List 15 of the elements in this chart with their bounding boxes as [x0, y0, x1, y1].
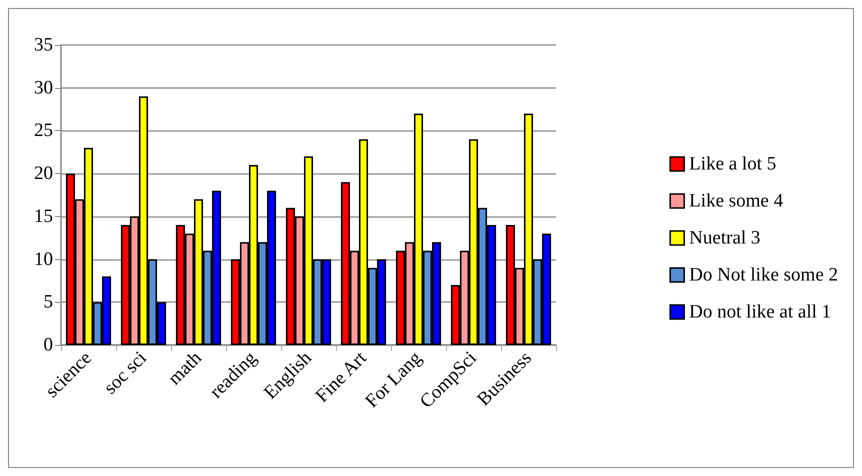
y-tick-label: 20: [34, 163, 53, 184]
legend-label: Do Not like some 2: [689, 264, 838, 286]
y-tick-label: 10: [34, 248, 53, 270]
y-tick-label: 30: [34, 77, 53, 98]
legend-label: Do not like at all 1: [689, 302, 832, 322]
x-tick-label: math: [164, 347, 206, 390]
y-tick-label: 35: [34, 34, 53, 56]
x-tick-label: soc sci: [100, 348, 151, 399]
y-tick-label: 25: [34, 120, 53, 142]
y-tick-label: 15: [34, 206, 53, 227]
legend-label: Like some 4: [689, 190, 784, 212]
legend-label: Nuetral 3: [689, 228, 760, 248]
y-tick-label: 0: [44, 334, 53, 356]
legend-label: Like a lot 5: [689, 154, 776, 174]
y-tick-label: 5: [44, 292, 53, 313]
